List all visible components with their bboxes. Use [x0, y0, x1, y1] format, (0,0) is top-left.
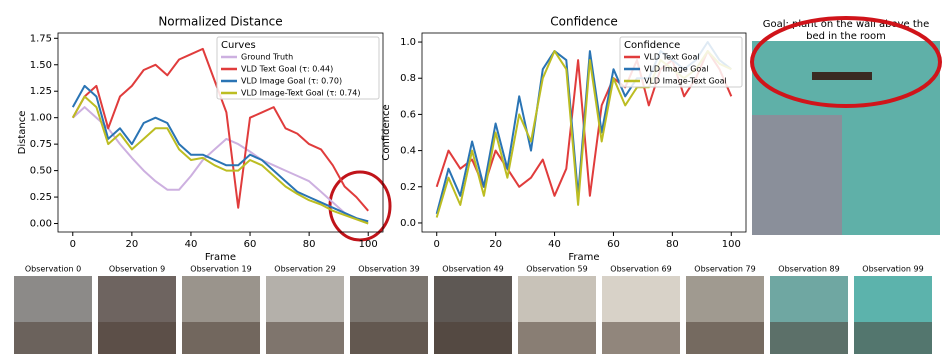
- data-line: [72, 106, 369, 225]
- observation-floor: [266, 322, 344, 354]
- x-axis-label: Frame: [205, 252, 236, 263]
- observation-floor: [602, 322, 680, 354]
- legend-label: VLD Text Goal: [644, 53, 700, 62]
- observation-label: Observation 9: [109, 265, 165, 274]
- observation-floor: [182, 322, 260, 354]
- plot-frame: [57, 32, 384, 233]
- highlight-circle: [328, 170, 392, 242]
- y-tick-label: 0.75: [30, 139, 52, 150]
- x-tick-label: 40: [548, 239, 561, 250]
- goal-image-bed: [752, 115, 842, 235]
- legend-box: [216, 36, 380, 100]
- chart-title: Normalized Distance: [158, 15, 282, 29]
- observation-label: Observation 49: [442, 265, 503, 274]
- y-tick-label: 0.50: [30, 166, 52, 177]
- observation-label: Observation 39: [358, 265, 419, 274]
- observation-floor: [434, 322, 512, 354]
- y-tick-label: 0.4: [400, 146, 416, 157]
- legend-box: [619, 36, 743, 88]
- legend-label: Ground Truth: [241, 53, 293, 62]
- x-tick-label: 0: [70, 239, 76, 250]
- legend-label: VLD Image Goal (τ: 0.70): [241, 77, 342, 86]
- y-tick-label: 1.75: [30, 33, 52, 44]
- goal-text: Goal: plant on the wall above the bed in …: [763, 19, 930, 42]
- y-tick-label: 0.25: [30, 192, 52, 203]
- legend-label: VLD Image Goal: [644, 65, 708, 74]
- legend-title: Curves: [221, 40, 256, 51]
- chart-title: Confidence: [550, 15, 617, 29]
- x-tick-label: 20: [489, 239, 502, 250]
- y-tick-label: 1.00: [30, 113, 52, 124]
- goal-image-shelf: [812, 72, 872, 80]
- observation-floor: [770, 322, 848, 354]
- x-tick-label: 40: [185, 239, 198, 250]
- legend-label: VLD Image-Text Goal: [644, 77, 727, 86]
- y-tick-label: 1.25: [30, 86, 52, 97]
- x-tick-label: 60: [244, 239, 257, 250]
- observation-label: Observation 99: [862, 265, 923, 274]
- x-tick-label: 80: [303, 239, 316, 250]
- x-tick-label: 60: [607, 239, 620, 250]
- y-tick-label: 0.6: [400, 109, 416, 120]
- x-tick-label: 100: [722, 239, 741, 250]
- x-tick-label: 20: [125, 239, 138, 250]
- observation-label: Observation 59: [526, 265, 587, 274]
- observation-label: Observation 0: [25, 265, 81, 274]
- legend-title: Confidence: [624, 40, 680, 51]
- y-tick-label: 1.0: [400, 37, 416, 48]
- observation-floor: [98, 322, 176, 354]
- observation-floor: [350, 322, 428, 354]
- x-tick-label: 100: [359, 239, 378, 250]
- observation-floor: [854, 322, 932, 354]
- y-tick-label: 0.2: [400, 182, 416, 193]
- x-tick-label: 0: [434, 239, 440, 250]
- y-axis-label: Confidence: [381, 104, 392, 160]
- y-tick-label: 1.50: [30, 60, 52, 71]
- legend-label: VLD Image-Text Goal (τ: 0.74): [241, 89, 360, 98]
- observation-floor: [518, 322, 596, 354]
- highlight-circle: [750, 16, 942, 108]
- x-axis-label: Frame: [568, 252, 599, 263]
- plot-frame: [421, 32, 747, 233]
- y-tick-label: 0.00: [30, 219, 52, 230]
- y-tick-label: 0.0: [400, 218, 416, 229]
- observation-floor: [686, 322, 764, 354]
- x-tick-label: 80: [666, 239, 679, 250]
- observation-label: Observation 69: [610, 265, 671, 274]
- observation-label: Observation 29: [274, 265, 335, 274]
- data-line: [71, 95, 369, 225]
- observation-floor: [14, 322, 92, 354]
- y-tick-label: 0.8: [400, 73, 416, 84]
- data-line: [71, 84, 369, 223]
- observation-label: Observation 79: [694, 265, 755, 274]
- observation-label: Observation 19: [190, 265, 251, 274]
- legend-label: VLD Text Goal (τ: 0.44): [241, 65, 333, 74]
- observation-label: Observation 89: [778, 265, 839, 274]
- y-axis-label: Distance: [17, 111, 28, 155]
